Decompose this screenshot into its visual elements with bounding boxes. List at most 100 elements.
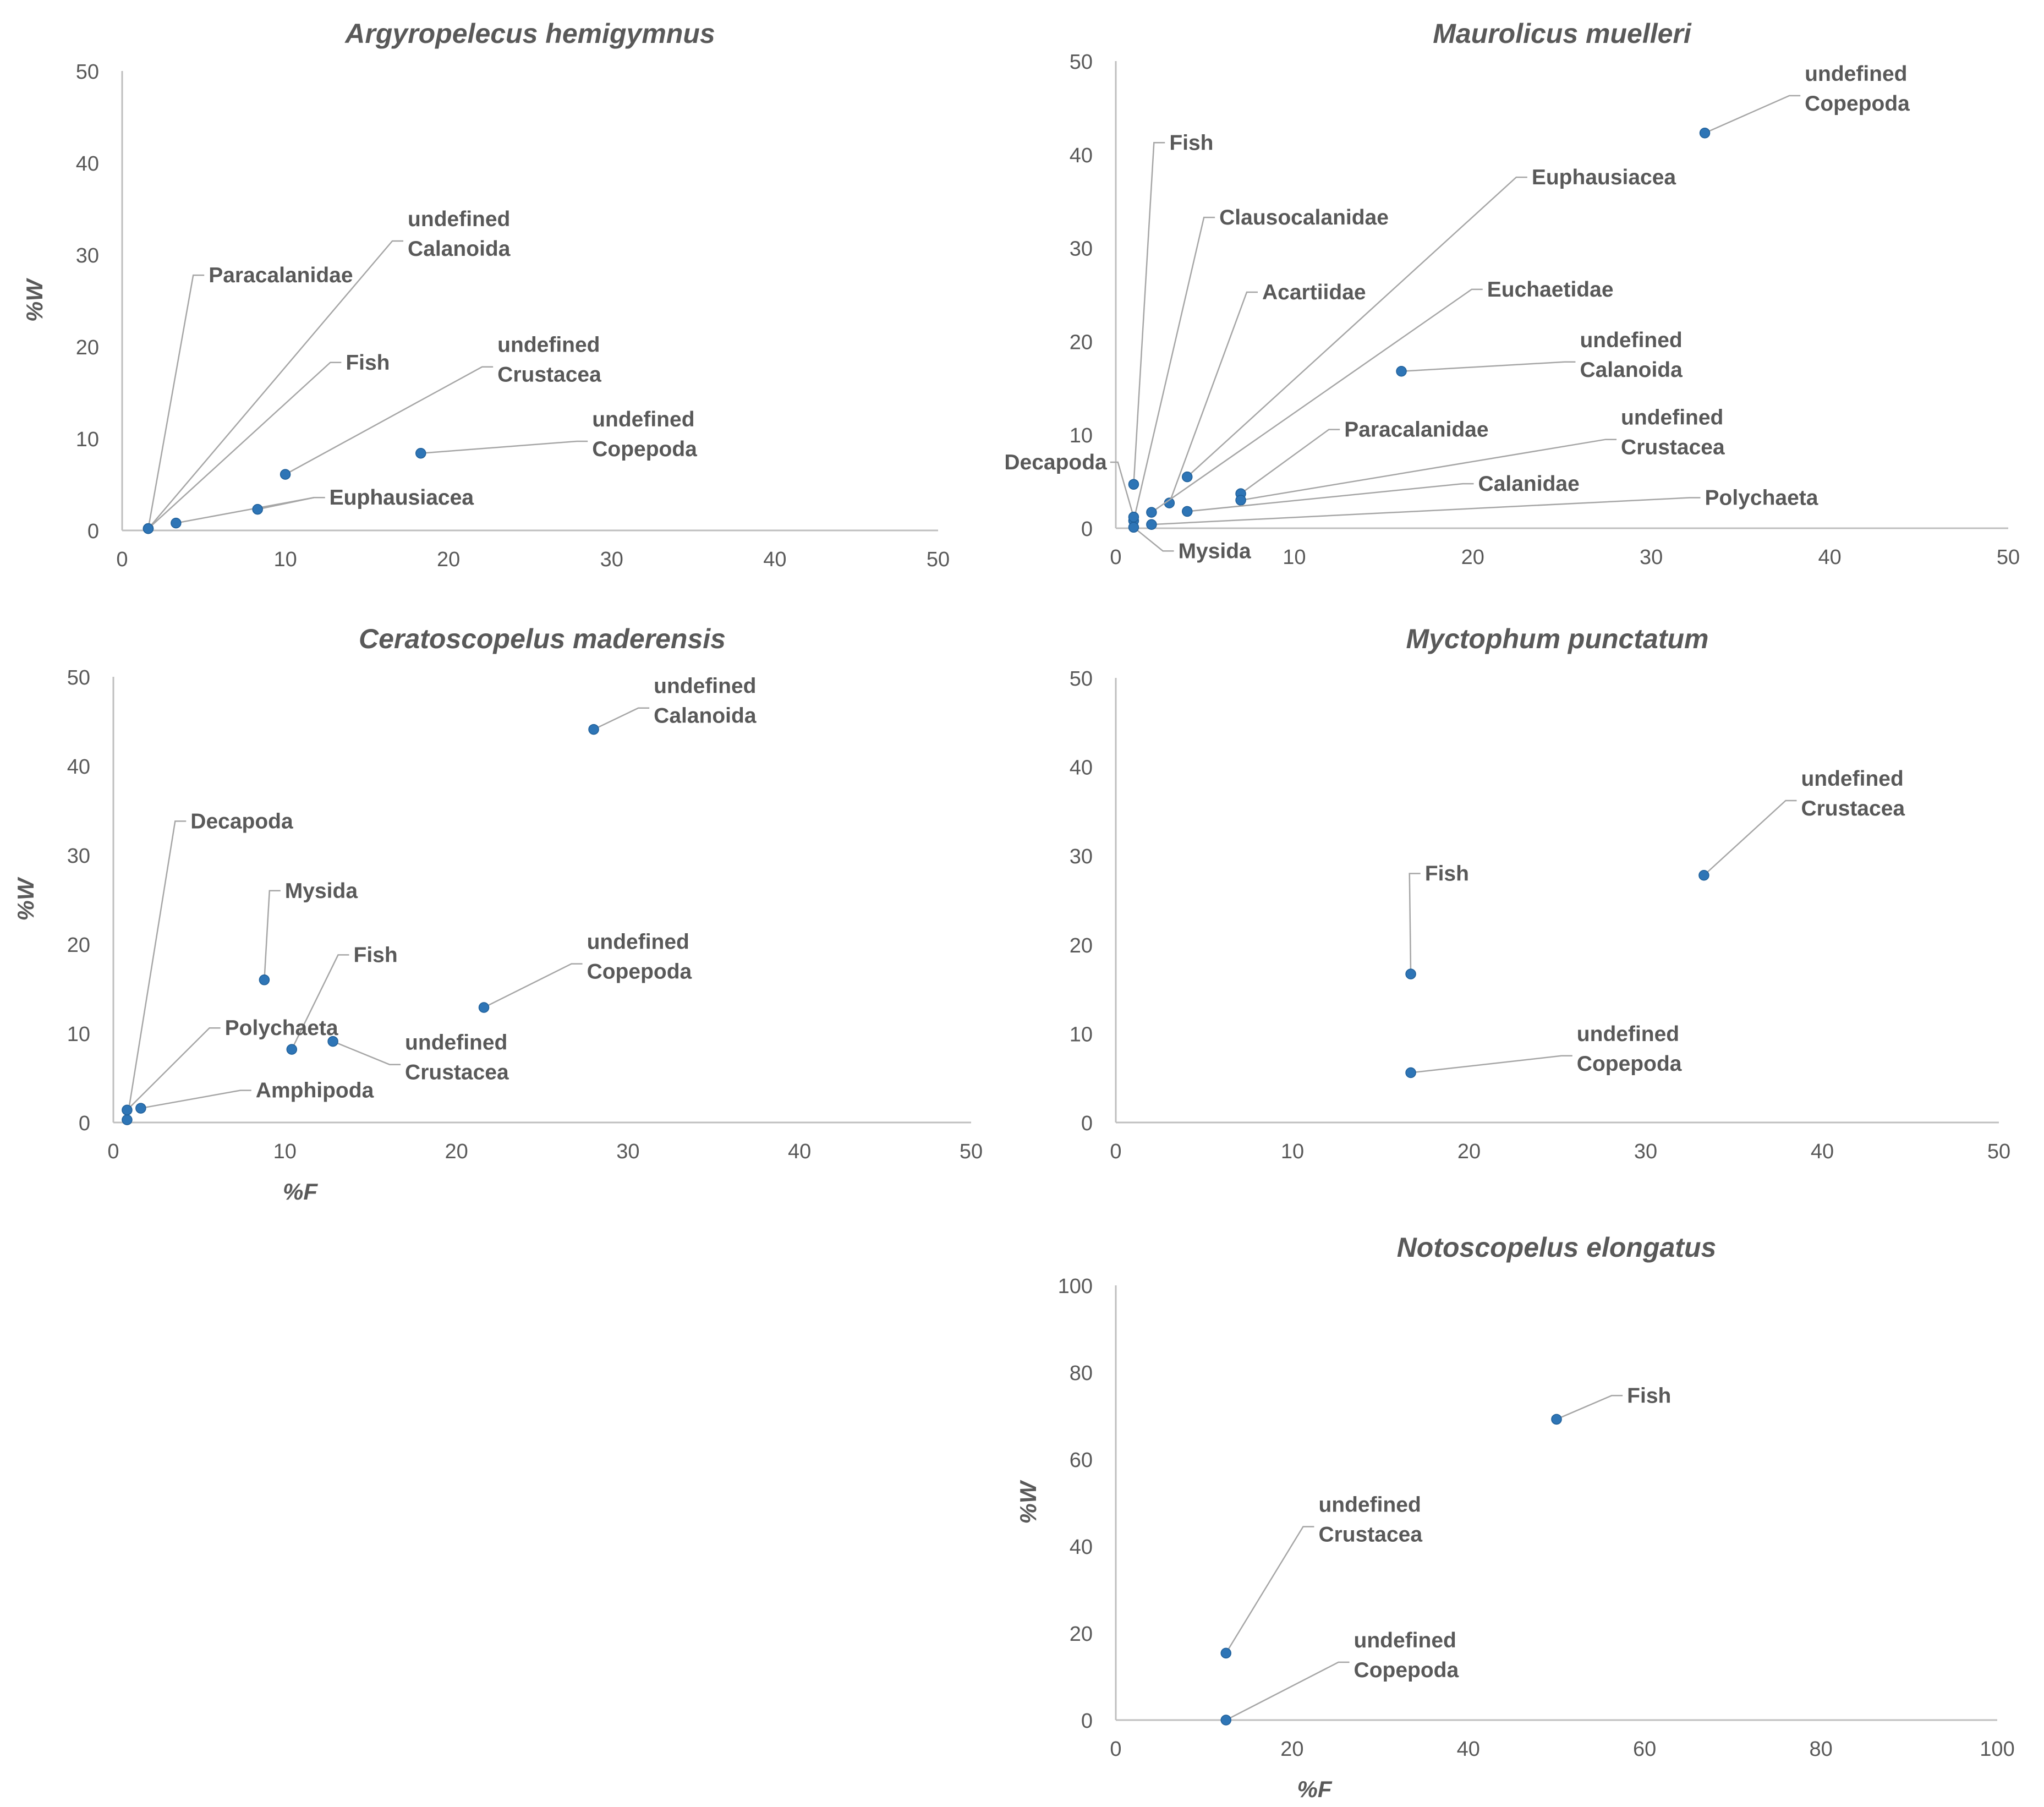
leader-line bbox=[264, 890, 281, 980]
data-point bbox=[143, 523, 154, 534]
data-label: Euphausiacea bbox=[330, 486, 474, 510]
leader-line bbox=[127, 1027, 221, 1111]
y-tick-label: 100 bbox=[1058, 1275, 1093, 1298]
data-point bbox=[1699, 127, 1711, 139]
x-tick-label: 40 bbox=[763, 548, 786, 571]
y-tick-label: 10 bbox=[67, 1023, 90, 1046]
data-label: Fish bbox=[1169, 131, 1213, 155]
data-label: Polychaeta bbox=[225, 1016, 338, 1040]
data-point bbox=[1182, 471, 1193, 483]
x-tick-label: 0 bbox=[1110, 546, 1121, 569]
y-tick-label: 50 bbox=[76, 61, 99, 84]
chart-title: Argyropelecus hemigymnus bbox=[344, 18, 715, 49]
leader-line bbox=[1240, 429, 1340, 495]
data-label: undefined bbox=[405, 1031, 507, 1055]
data-label: Copepoda bbox=[1805, 92, 1910, 116]
leader-line bbox=[1410, 1055, 1572, 1074]
y-tick-label: 0 bbox=[1081, 1112, 1093, 1135]
leader-line bbox=[483, 963, 583, 1009]
leader-line bbox=[1169, 291, 1258, 503]
y-tick-label: 0 bbox=[79, 1112, 90, 1135]
chart-title: Myctophum punctatum bbox=[1406, 623, 1709, 654]
data-point bbox=[1551, 1414, 1562, 1425]
x-tick-label: 50 bbox=[927, 548, 950, 571]
leader-line bbox=[147, 274, 205, 529]
data-point bbox=[1128, 479, 1139, 490]
data-label: Calanoida bbox=[408, 237, 511, 261]
x-tick-label: 50 bbox=[1987, 1140, 2010, 1163]
data-label: Copepoda bbox=[1577, 1052, 1682, 1076]
data-point bbox=[252, 503, 263, 515]
x-tick-label: 40 bbox=[1818, 546, 1841, 569]
x-tick-label: 50 bbox=[960, 1140, 983, 1163]
data-label: Clausocalanidae bbox=[1219, 206, 1389, 229]
chart-panel-5: Notoscopelus elongatus 0 20 40 60 80 100 0 20 40 6… bbox=[1015, 1232, 2015, 1802]
y-tick-label: 0 bbox=[87, 520, 99, 543]
x-axis-label: %F bbox=[283, 1179, 318, 1204]
data-label: Crustacea bbox=[1318, 1523, 1422, 1546]
data-point bbox=[1698, 870, 1709, 881]
data-label: undefined bbox=[1580, 328, 1682, 352]
x-tick-label: 30 bbox=[600, 548, 623, 571]
data-label: Fish bbox=[1627, 1384, 1671, 1408]
x-tick-label: 80 bbox=[1809, 1738, 1832, 1761]
y-tick-label: 30 bbox=[1070, 845, 1093, 868]
data-label: Decapoda bbox=[1004, 451, 1107, 474]
y-tick-label: 20 bbox=[1070, 934, 1093, 957]
y-tick-label: 20 bbox=[1070, 331, 1093, 354]
data-point bbox=[1128, 511, 1139, 523]
x-tick-label: 20 bbox=[445, 1140, 468, 1163]
y-tick-label: 10 bbox=[76, 428, 99, 451]
leader-line bbox=[147, 240, 404, 529]
x-tick-label: 20 bbox=[1280, 1738, 1303, 1761]
y-tick-label: 10 bbox=[1070, 424, 1093, 447]
data-label: undefined bbox=[592, 408, 694, 431]
data-point bbox=[1146, 519, 1157, 530]
data-label: Paracalanidae bbox=[1344, 418, 1488, 442]
data-label: Mysida bbox=[285, 879, 358, 903]
leader-line bbox=[1556, 1395, 1623, 1420]
chart-title: Maurolicus muelleri bbox=[1433, 18, 1692, 49]
chart-panel-3: Ceratoscopelus maderensis 0 10 20 30 40 50 0 10 2… bbox=[13, 623, 983, 1204]
chart-panel-2: Maurolicus muelleri 0 10 20 30 40 50 0 10 20 30 40 5… bbox=[1004, 18, 2020, 569]
x-tick-label: 10 bbox=[273, 1140, 297, 1163]
data-point bbox=[1182, 506, 1193, 517]
y-tick-label: 40 bbox=[1070, 757, 1093, 780]
y-tick-label: 80 bbox=[1070, 1362, 1093, 1385]
x-tick-label: 30 bbox=[1634, 1140, 1657, 1163]
data-label: Calanoida bbox=[1580, 358, 1683, 382]
data-label: Decapoda bbox=[190, 809, 293, 833]
data-point bbox=[122, 1114, 133, 1125]
data-point bbox=[1220, 1715, 1231, 1726]
leader-line bbox=[176, 496, 325, 524]
leader-line bbox=[1133, 216, 1215, 521]
data-label: Mysida bbox=[1179, 539, 1252, 563]
leader-line bbox=[257, 496, 325, 510]
data-label: Fish bbox=[1425, 862, 1469, 885]
data-label: Copepoda bbox=[587, 960, 692, 984]
y-tick-label: 30 bbox=[67, 845, 90, 868]
data-point bbox=[1220, 1647, 1231, 1659]
leader-line bbox=[1133, 142, 1165, 485]
x-tick-label: 20 bbox=[1457, 1140, 1481, 1163]
data-point bbox=[122, 1104, 133, 1116]
y-tick-label: 20 bbox=[67, 934, 90, 957]
x-tick-label: 0 bbox=[1110, 1738, 1121, 1761]
data-label: undefined bbox=[1621, 406, 1723, 430]
leader-line bbox=[147, 362, 342, 529]
data-label: undefined bbox=[1801, 767, 1903, 791]
x-tick-label: 30 bbox=[1640, 546, 1663, 569]
y-tick-label: 50 bbox=[1070, 667, 1093, 691]
data-label: Fish bbox=[354, 943, 398, 967]
y-tick-label: 40 bbox=[1070, 144, 1093, 167]
data-point bbox=[478, 1002, 490, 1013]
y-tick-label: 60 bbox=[1070, 1449, 1093, 1472]
x-tick-label: 100 bbox=[1980, 1738, 2014, 1761]
x-tick-label: 40 bbox=[1811, 1140, 1834, 1163]
x-tick-label: 40 bbox=[1457, 1738, 1480, 1761]
leader-line bbox=[1225, 1526, 1314, 1653]
data-point bbox=[1405, 1067, 1416, 1078]
chart-panel-1: Argyropelecus hemigymnus 0 10 20 30 40 50 0 10 20… bbox=[21, 18, 950, 571]
y-tick-label: 30 bbox=[76, 244, 99, 267]
